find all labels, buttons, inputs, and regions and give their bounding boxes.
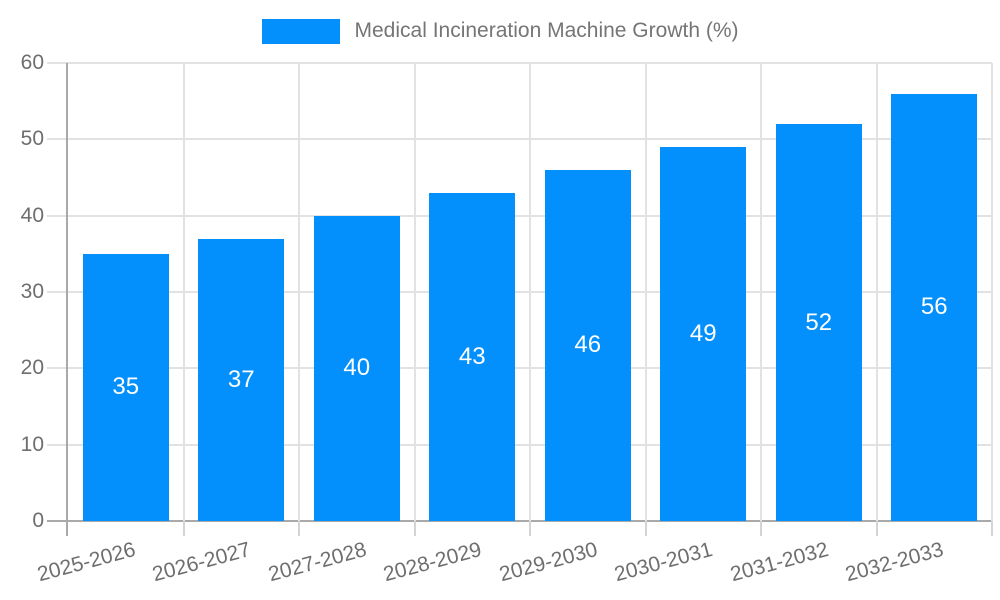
x-axis-tick	[413, 521, 416, 536]
gridline-vertical	[182, 63, 185, 521]
gridline-vertical	[760, 63, 762, 521]
bar-value-label: 35	[112, 373, 140, 401]
gridline-vertical	[644, 63, 647, 521]
gridline-horizontal	[47, 138, 992, 141]
gridline-vertical	[991, 63, 993, 521]
bar-2026-2027[interactable]: 37	[198, 238, 285, 521]
bar-2029-2030[interactable]: 46	[544, 169, 631, 521]
bar-2027-2028[interactable]: 40	[313, 215, 400, 521]
y-tick-label: 40	[20, 203, 44, 227]
legend-label: Medical Incineration Machine Growth (%)	[354, 19, 739, 42]
y-tick-label: 60	[20, 51, 44, 74]
gridline-horizontal	[47, 214, 992, 217]
bar-value-label: 40	[343, 354, 371, 382]
x-axis-tick	[182, 521, 185, 536]
legend-swatch	[261, 18, 340, 44]
bar-2031-2032[interactable]: 52	[775, 124, 862, 521]
bar-value-label: 43	[458, 342, 486, 370]
y-tick-label: 50	[20, 127, 44, 151]
gridline-vertical	[875, 63, 878, 521]
bar-2032-2033[interactable]: 56	[891, 93, 978, 521]
bar-value-label: 56	[920, 293, 948, 321]
bar-2028-2029[interactable]: 43	[429, 192, 516, 521]
gridline-vertical	[413, 63, 416, 521]
gridline-horizontal	[47, 62, 992, 64]
bar-value-label: 37	[227, 365, 255, 393]
gridline-horizontal	[47, 291, 992, 293]
bar-2030-2031[interactable]: 49	[660, 146, 747, 521]
x-axis-tick	[875, 521, 878, 536]
x-axis-tick	[760, 521, 762, 536]
y-tick-label: 30	[20, 280, 44, 303]
y-tick-label: 20	[20, 356, 44, 380]
gridline-vertical	[298, 63, 300, 521]
legend-item[interactable]: Medical Incineration Machine Growth (%)	[0, 17, 1000, 45]
x-axis-tick	[644, 521, 647, 536]
x-axis-line	[47, 520, 992, 522]
bar-value-label: 52	[805, 308, 833, 336]
y-tick-label: 0	[32, 509, 44, 532]
gridline-vertical	[529, 63, 531, 521]
y-tick-label: 10	[20, 432, 44, 456]
x-axis-tick	[298, 521, 300, 536]
bar-2025-2026[interactable]: 35	[82, 253, 169, 521]
bar-value-label: 49	[689, 319, 717, 347]
bar-value-label: 46	[574, 331, 602, 359]
gridline-horizontal	[47, 367, 992, 370]
x-axis-tick	[529, 521, 531, 536]
gridline-horizontal	[47, 443, 992, 446]
x-axis-tick	[991, 521, 993, 536]
y-axis-line	[66, 63, 68, 536]
